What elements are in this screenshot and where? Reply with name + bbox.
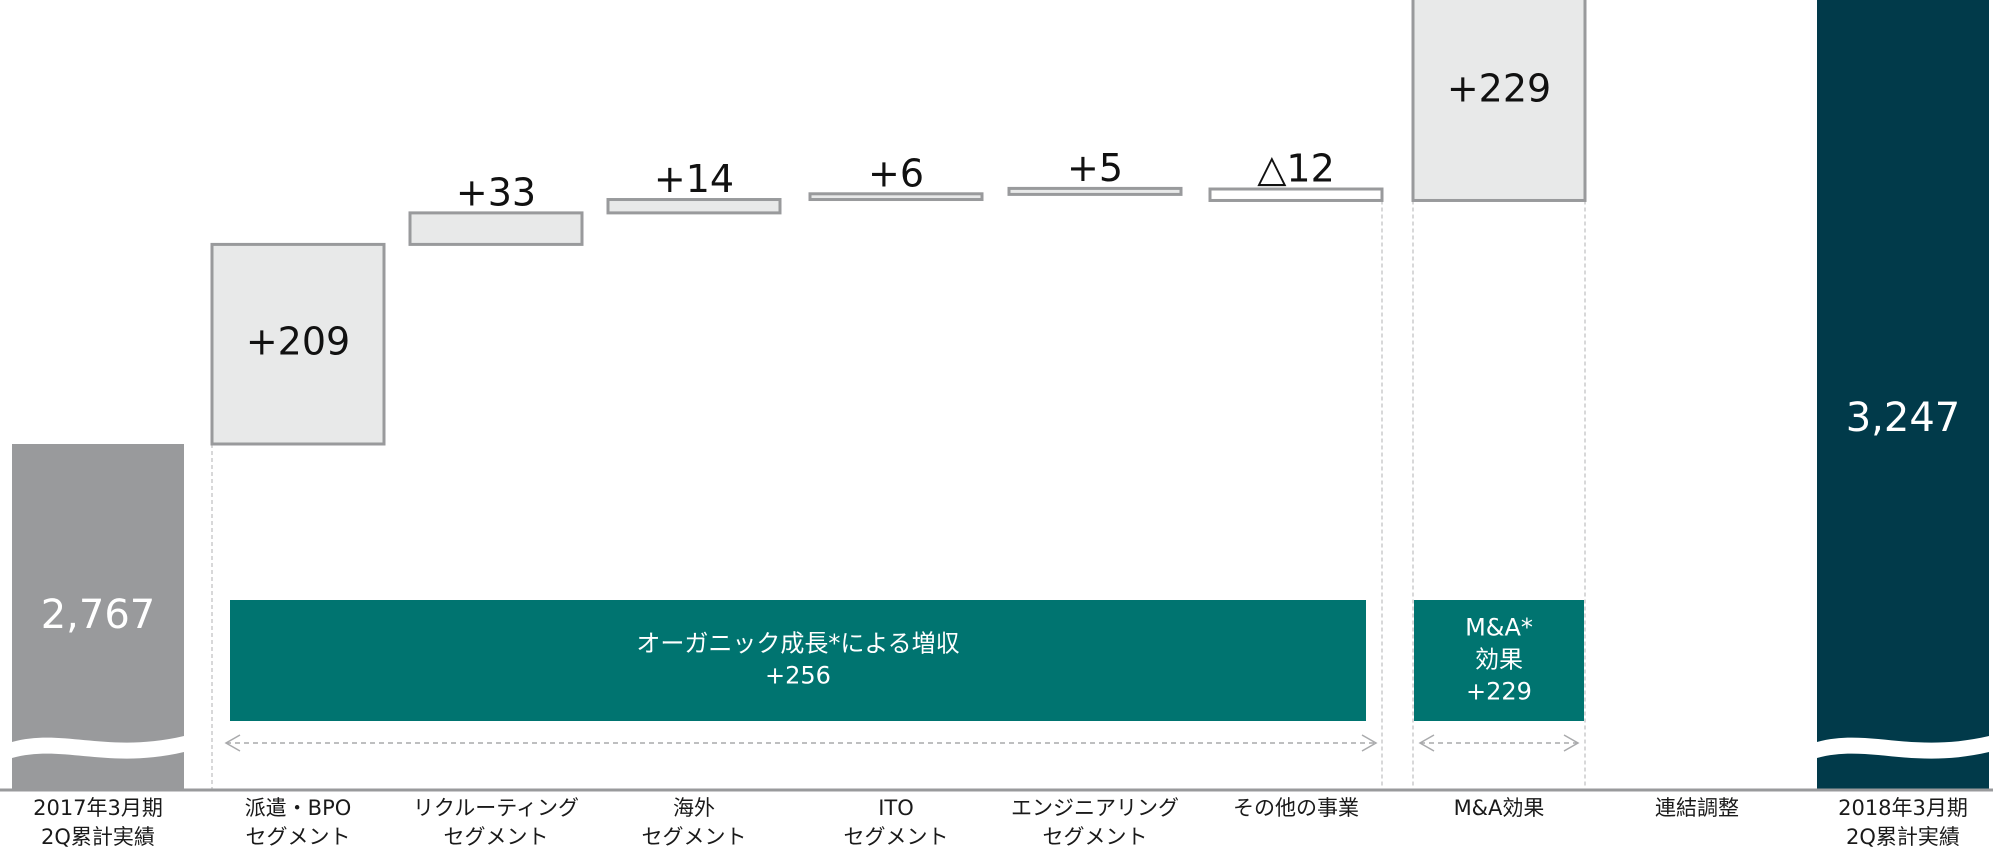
increase-bar (210, 242, 386, 446)
category-label: 連結調整 (1655, 796, 1739, 820)
axis-break-wave (12, 736, 184, 759)
increase-bar (1007, 186, 1183, 196)
delta-value-label: +14 (654, 157, 734, 201)
group-band-label: M&A*効果+229 (1465, 614, 1533, 706)
category-label: ITO セグメント (844, 796, 949, 849)
increase-bar (606, 198, 782, 215)
delta-value-label: +229 (1447, 67, 1551, 111)
group-band (1414, 600, 1584, 721)
increase-bar (808, 192, 984, 202)
increase-bar (408, 211, 584, 246)
delta-value-label: +5 (1067, 146, 1123, 190)
category-label: リクルーティングセグメント (413, 796, 579, 849)
span-arrowhead-right (1361, 734, 1378, 752)
decrease-bar (1208, 187, 1384, 202)
category-label: エンジニアリングセグメント (1011, 796, 1179, 849)
category-label: その他の事業 (1233, 796, 1359, 820)
increase-bar (1411, 0, 1587, 202)
delta-value-label: +209 (246, 320, 350, 364)
total-bar (1817, 0, 1989, 790)
category-label: 派遣・BPO セグメント (245, 796, 352, 849)
total-value-label: 3,247 (1846, 395, 1961, 441)
category-label: M&A効果 (1454, 796, 1545, 820)
group-band-label: オーガニック成長*による増収+256 (636, 630, 959, 690)
span-arrowhead-left (1418, 734, 1435, 752)
span-arrowhead-left (224, 734, 241, 752)
axis-break-wave (1817, 736, 1989, 759)
group-band (230, 600, 1366, 721)
category-label: 海外セグメント (642, 796, 747, 849)
delta-value-label: +6 (868, 151, 924, 195)
delta-value-label: △12 (1257, 147, 1335, 191)
total-bar (12, 444, 184, 789)
category-label: 2018年3月期 2Q累計実績 (1838, 796, 1968, 849)
span-arrowhead-right (1563, 734, 1580, 752)
total-value-label: 2,767 (41, 592, 156, 638)
delta-value-label: +33 (456, 170, 536, 214)
category-label: 2017年3月期 2Q累計実績 (33, 796, 163, 849)
